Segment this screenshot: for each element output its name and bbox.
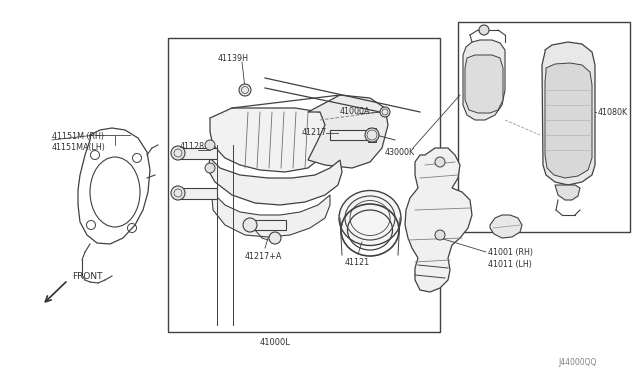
Text: 41121: 41121 [345, 258, 370, 267]
Text: 41151MA(LH): 41151MA(LH) [52, 143, 106, 152]
Bar [175, 188, 217, 199]
Text: 41000A: 41000A [340, 107, 371, 116]
Circle shape [171, 146, 185, 160]
Text: 41139H: 41139H [218, 54, 249, 63]
Ellipse shape [339, 190, 401, 246]
Bar [168, 38, 440, 332]
Circle shape [239, 84, 251, 96]
Text: 41080K: 41080K [598, 108, 628, 117]
Bar [458, 22, 630, 232]
Polygon shape [542, 42, 595, 185]
Polygon shape [555, 185, 580, 200]
Circle shape [435, 157, 445, 167]
Polygon shape [208, 158, 342, 205]
Polygon shape [545, 63, 592, 178]
Bar [175, 148, 217, 159]
Bar [368, 128, 376, 142]
Circle shape [479, 25, 489, 35]
Circle shape [205, 140, 215, 150]
Text: 41151M (RH): 41151M (RH) [52, 132, 104, 141]
Polygon shape [308, 95, 388, 168]
Text: 41217+A: 41217+A [245, 252, 282, 261]
Circle shape [269, 232, 281, 244]
Polygon shape [465, 55, 503, 113]
Text: FRONT: FRONT [72, 272, 102, 281]
Polygon shape [405, 148, 472, 292]
Text: 41217: 41217 [302, 128, 327, 137]
Text: 41000L: 41000L [260, 338, 291, 347]
Circle shape [365, 128, 379, 142]
Text: 43000K: 43000K [385, 148, 415, 157]
Bar [248, 220, 286, 230]
Circle shape [435, 230, 445, 240]
Polygon shape [463, 40, 505, 120]
Polygon shape [212, 195, 330, 237]
Text: 41128: 41128 [180, 142, 205, 151]
Circle shape [243, 218, 257, 232]
Circle shape [171, 186, 185, 200]
Text: 41001 (RH): 41001 (RH) [488, 248, 533, 257]
Polygon shape [210, 108, 328, 172]
Circle shape [380, 107, 390, 117]
Polygon shape [490, 215, 522, 238]
Bar [330, 130, 372, 140]
Text: 41011 (LH): 41011 (LH) [488, 260, 532, 269]
Circle shape [205, 163, 215, 173]
Text: J44000QQ: J44000QQ [558, 358, 596, 367]
